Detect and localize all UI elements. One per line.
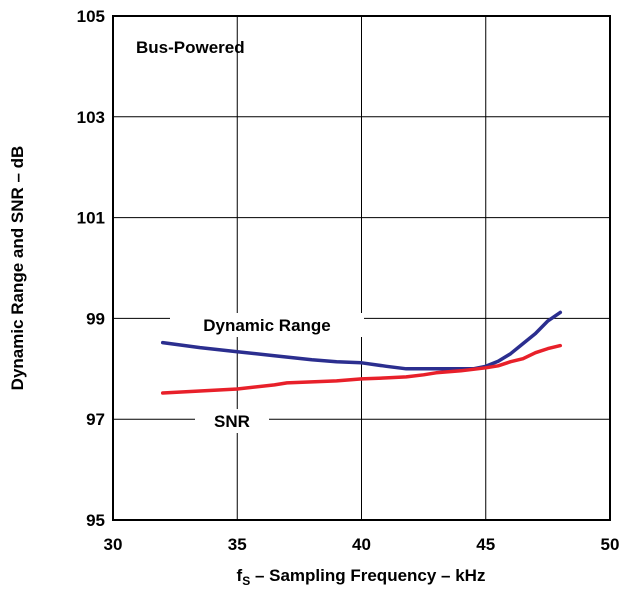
y-tick-label: 103 [77, 108, 105, 127]
plot-frame [112, 15, 611, 521]
x-tick-label: 45 [476, 535, 495, 554]
x-axis-title: fS – Sampling Frequency – kHz [237, 566, 486, 588]
x-tick-label: 40 [352, 535, 371, 554]
snr-label: SNR [214, 412, 250, 431]
dynamic-range-label-background [170, 313, 364, 337]
bus-powered-annotation: Bus-Powered [136, 38, 245, 57]
x-axis-title-subscript: S [242, 574, 250, 588]
y-tick-label: 101 [77, 209, 105, 228]
y-tick-label: 95 [86, 511, 105, 530]
snr-line [160, 343, 563, 395]
series-layer [160, 310, 563, 395]
dynamic-range-label: Dynamic Range [203, 316, 331, 335]
y-tick-label: 97 [86, 410, 105, 429]
tick-labels: 30 35 40 45 50 95 97 99 101 103 105 [77, 7, 620, 554]
snr-label-background [195, 409, 269, 433]
x-axis-title-main: f [237, 566, 243, 585]
y-tick-label: 99 [86, 309, 105, 328]
x-tick-label: 35 [228, 535, 247, 554]
x-tick-label: 50 [601, 535, 620, 554]
grid-lines [113, 16, 610, 520]
series-labels: Dynamic Range SNR [170, 313, 364, 433]
dynamic-range-line [160, 310, 563, 371]
x-axis-title-rest: – Sampling Frequency – kHz [250, 566, 485, 585]
y-axis-title: Dynamic Range and SNR – dB [8, 146, 27, 391]
x-tick-label: 30 [104, 535, 123, 554]
y-tick-label: 105 [77, 7, 105, 26]
